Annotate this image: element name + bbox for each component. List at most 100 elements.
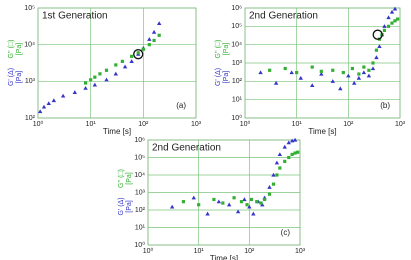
data-point xyxy=(114,63,118,67)
y-axis-series-name: G'' (□) xyxy=(8,40,15,59)
data-point xyxy=(341,70,345,75)
y-axis-label: G'' (□) [Pa] xyxy=(215,40,230,59)
data-point xyxy=(51,98,57,103)
data-point xyxy=(361,70,367,75)
data-point xyxy=(216,199,222,204)
data-point xyxy=(83,85,88,90)
data-point xyxy=(122,64,128,69)
data-point xyxy=(239,200,244,204)
data-point xyxy=(350,66,355,71)
crossover-marker xyxy=(133,49,144,60)
data-point xyxy=(46,101,51,106)
data-point xyxy=(289,70,294,75)
data-point xyxy=(221,201,225,205)
data-point xyxy=(296,150,300,154)
data-point xyxy=(258,70,263,75)
y-tick-label: 10¹ xyxy=(232,97,243,104)
data-point xyxy=(390,21,394,25)
x-axis-label: Time [s] xyxy=(103,127,131,136)
data-point xyxy=(286,140,291,145)
data-point xyxy=(366,73,372,78)
data-point xyxy=(356,75,362,80)
y-tick-label: 10⁴ xyxy=(134,172,145,179)
plot-area xyxy=(37,7,197,119)
data-point xyxy=(393,19,397,23)
data-point xyxy=(247,204,252,209)
y-tick-label: 10³ xyxy=(25,78,36,85)
data-point xyxy=(377,44,382,49)
data-point xyxy=(271,182,276,186)
data-point xyxy=(205,211,210,216)
data-point xyxy=(226,202,232,207)
data-point xyxy=(37,109,43,114)
y-axis-label: G' (Δ) [Pa] xyxy=(215,68,230,86)
data-point xyxy=(136,51,140,55)
data-point xyxy=(271,172,276,177)
x-tick-label: 10¹ xyxy=(194,248,205,255)
y-tick-label: 10² xyxy=(25,115,36,122)
data-point xyxy=(267,185,272,189)
y-axis-unit: [Pa] xyxy=(16,71,23,84)
data-point xyxy=(249,197,254,202)
y-tick-label: 10³ xyxy=(232,60,243,67)
panel-label: (b) xyxy=(380,101,390,110)
data-point xyxy=(267,192,272,196)
y-tick-label: 10² xyxy=(232,78,243,85)
data-point xyxy=(374,48,379,52)
y-tick-label: 10¹ xyxy=(135,224,146,231)
data-point xyxy=(212,197,216,202)
y-axis-label: G'' (□) [Pa] xyxy=(118,169,133,188)
y-axis-unit: [Pa] xyxy=(223,71,230,84)
chart-title: 2nd Generation xyxy=(249,11,318,22)
x-tick-label: 10⁰ xyxy=(240,120,251,128)
data-point xyxy=(147,43,151,47)
data-point xyxy=(352,80,357,85)
data-point xyxy=(72,90,78,94)
data-point xyxy=(151,29,157,34)
data-point xyxy=(251,211,256,216)
y-tick-label: 10⁴ xyxy=(24,42,35,49)
y-axis-label: G' (Δ) [Pa] xyxy=(8,68,23,86)
data-point xyxy=(386,24,391,28)
data-point xyxy=(346,73,351,78)
y-tick-label: 10⁴ xyxy=(231,42,242,49)
y-tick-label: 10³ xyxy=(135,189,146,196)
data-point xyxy=(104,77,109,82)
y-tick-label: 10⁶ xyxy=(134,137,145,144)
data-point xyxy=(255,200,259,204)
data-point xyxy=(283,159,287,163)
data-point xyxy=(282,144,287,149)
y-axis-series-name: G' (Δ) xyxy=(8,68,15,86)
data-point xyxy=(382,28,387,33)
y-tick-label: 10⁰ xyxy=(231,114,242,122)
x-tick-label: 10³ xyxy=(395,121,406,128)
x-tick-label: 10³ xyxy=(295,248,306,255)
data-point xyxy=(89,78,93,82)
data-point xyxy=(245,203,249,207)
data-point xyxy=(232,196,236,200)
data-point xyxy=(141,47,145,51)
y-axis-label: G'' (□) [Pa] xyxy=(8,40,23,59)
data-point xyxy=(235,209,241,214)
data-point xyxy=(147,37,152,41)
y-tick-label: 10⁵ xyxy=(134,154,145,161)
data-point xyxy=(104,68,109,72)
y-tick-label: 10⁰ xyxy=(134,241,145,249)
data-point xyxy=(382,24,387,28)
data-point xyxy=(389,9,395,14)
data-point xyxy=(113,71,118,76)
data-point xyxy=(275,173,279,177)
y-tick-label: 10⁶ xyxy=(231,5,242,12)
data-point xyxy=(331,68,335,72)
data-point xyxy=(277,152,283,157)
data-point xyxy=(362,65,366,69)
data-point xyxy=(295,70,299,75)
data-point xyxy=(60,93,66,98)
data-point xyxy=(130,54,134,58)
x-tick-label: 10² xyxy=(244,248,255,255)
data-point xyxy=(290,152,294,157)
data-point xyxy=(319,71,324,76)
data-point xyxy=(367,68,371,72)
y-tick-label: 10⁵ xyxy=(24,5,35,12)
